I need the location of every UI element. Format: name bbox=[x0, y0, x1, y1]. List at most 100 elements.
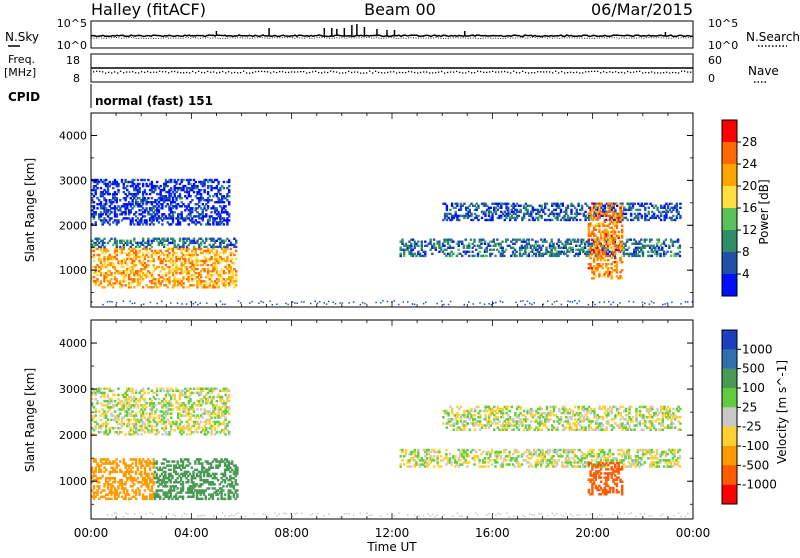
heatmap-cell bbox=[228, 201, 230, 203]
nave-dot bbox=[291, 71, 292, 72]
nave-dot bbox=[444, 73, 445, 74]
ground-scatter-cell bbox=[296, 302, 298, 304]
nave-dot bbox=[468, 71, 469, 72]
heatmap-cell bbox=[167, 203, 169, 205]
heatmap-cell bbox=[107, 394, 109, 397]
heatmap-cell bbox=[637, 219, 639, 221]
heatmap-cell bbox=[424, 241, 426, 243]
nave-dot bbox=[261, 71, 262, 72]
ground-scatter-cell bbox=[132, 303, 134, 305]
nave-dot bbox=[402, 72, 403, 73]
heatmap-cell bbox=[179, 221, 181, 223]
heatmap-cell bbox=[679, 215, 681, 217]
heatmap-cell bbox=[579, 213, 581, 215]
heatmap-cell bbox=[177, 203, 179, 205]
nave-dot bbox=[285, 72, 286, 73]
heatmap-cell bbox=[168, 252, 170, 254]
nave-dot bbox=[267, 71, 268, 72]
heatmap-cell bbox=[189, 462, 191, 465]
nave-dot bbox=[669, 72, 670, 73]
heatmap-cell bbox=[648, 211, 650, 213]
heatmap-cell bbox=[595, 275, 597, 277]
heatmap-cell bbox=[593, 257, 595, 259]
ground-scatter-cell bbox=[238, 300, 240, 302]
heatmap-cell bbox=[145, 406, 147, 409]
nave-dot bbox=[165, 71, 166, 72]
heatmap-cell bbox=[548, 209, 550, 211]
heatmap-cell bbox=[145, 183, 147, 185]
heatmap-cell bbox=[170, 179, 172, 181]
heatmap-cell bbox=[442, 219, 444, 221]
nave-dot bbox=[207, 71, 208, 72]
nave-dot bbox=[138, 72, 139, 73]
heatmap-cell bbox=[200, 189, 202, 191]
nsearch-label: N.Search bbox=[746, 30, 800, 44]
ground-scatter-cell bbox=[651, 301, 653, 303]
heatmap-cell bbox=[433, 239, 435, 241]
heatmap-cell bbox=[103, 262, 105, 264]
heatmap-cell bbox=[463, 203, 465, 205]
nave-dot bbox=[303, 71, 304, 72]
heatmap-cell bbox=[212, 274, 214, 276]
nave-dot bbox=[282, 71, 283, 72]
nave-dot bbox=[384, 72, 385, 73]
heatmap-cell bbox=[460, 209, 462, 211]
heatmap-cell bbox=[140, 433, 142, 436]
heatmap-cell bbox=[116, 240, 118, 242]
heatmap-cell bbox=[627, 219, 629, 221]
heatmap-cell bbox=[153, 258, 155, 260]
heatmap-cell bbox=[138, 187, 140, 189]
heatmap-cell bbox=[659, 253, 661, 255]
heatmap-cell bbox=[135, 498, 137, 501]
nave-dot bbox=[567, 72, 568, 73]
heatmap-cell bbox=[528, 239, 530, 241]
heatmap-cell bbox=[161, 433, 163, 436]
freq-trace bbox=[91, 68, 693, 74]
nave-dot bbox=[558, 72, 559, 73]
heatmap-cell bbox=[497, 209, 499, 211]
heatmap-cell bbox=[121, 284, 123, 286]
range-tick-label: 2000 bbox=[59, 219, 87, 232]
heatmap-cell bbox=[100, 187, 102, 189]
heatmap-cell bbox=[133, 179, 135, 181]
nave-dot bbox=[657, 72, 658, 73]
heatmap-cell bbox=[438, 243, 440, 245]
heatmap-cell bbox=[107, 419, 109, 422]
ground-scatter-cell bbox=[619, 302, 621, 304]
nave-dot bbox=[429, 72, 430, 73]
heatmap-cell bbox=[595, 229, 597, 231]
nave-dot bbox=[192, 71, 193, 72]
heatmap-cell bbox=[479, 251, 481, 253]
heatmap-cell bbox=[103, 242, 105, 244]
ground-scatter-cell bbox=[531, 304, 533, 306]
heatmap-cell bbox=[545, 241, 547, 243]
heatmap-cell bbox=[138, 260, 140, 262]
heatmap-cell bbox=[126, 185, 128, 187]
heatmap-cell bbox=[109, 185, 111, 187]
heatmap-cell bbox=[468, 243, 470, 245]
heatmap-cell bbox=[223, 242, 225, 244]
heatmap-cell bbox=[618, 251, 620, 253]
heatmap-cell bbox=[93, 254, 95, 256]
heatmap-cell bbox=[435, 247, 437, 249]
heatmap-cell bbox=[452, 241, 454, 243]
heatmap-cell bbox=[569, 219, 571, 221]
heatmap-cell bbox=[421, 241, 423, 243]
heatmap-cell bbox=[503, 255, 505, 257]
nave-dot bbox=[264, 71, 265, 72]
nave-dot bbox=[675, 72, 676, 73]
ground-scatter-cell bbox=[326, 303, 328, 305]
ground-scatter-cell bbox=[360, 304, 362, 306]
ground-scatter-cell bbox=[224, 304, 226, 306]
nave-dot bbox=[333, 71, 334, 72]
heatmap-cell bbox=[114, 477, 116, 480]
heatmap-cell bbox=[236, 493, 238, 496]
heatmap-cell bbox=[210, 256, 212, 258]
nave-dot bbox=[393, 71, 394, 72]
nave-dot bbox=[294, 71, 295, 72]
heatmap-cell bbox=[602, 267, 604, 269]
ground-scatter-cell bbox=[500, 301, 502, 303]
nave-dot bbox=[495, 72, 496, 73]
ground-scatter-cell bbox=[653, 302, 655, 304]
